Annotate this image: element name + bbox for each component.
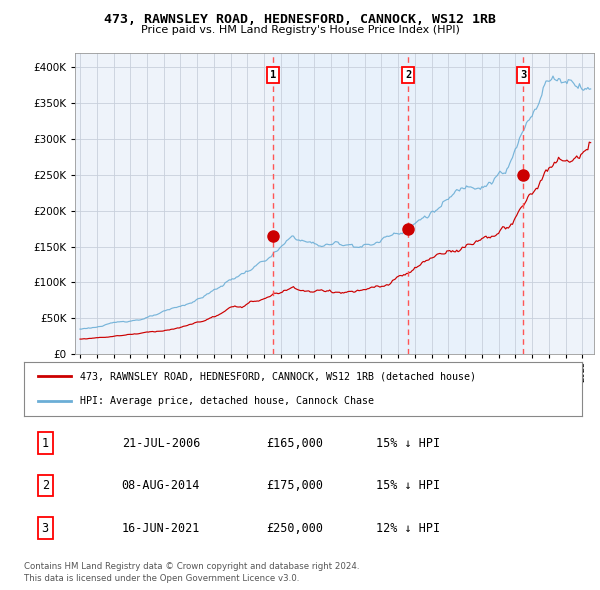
Text: 15% ↓ HPI: 15% ↓ HPI	[376, 437, 440, 450]
Text: 3: 3	[41, 522, 49, 535]
Text: 08-AUG-2014: 08-AUG-2014	[122, 479, 200, 492]
Text: HPI: Average price, detached house, Cannock Chase: HPI: Average price, detached house, Cann…	[80, 396, 374, 407]
Text: £165,000: £165,000	[267, 437, 324, 450]
Text: 2: 2	[41, 479, 49, 492]
Text: 1: 1	[41, 437, 49, 450]
Text: £175,000: £175,000	[267, 479, 324, 492]
Text: 2: 2	[405, 70, 411, 80]
Text: 12% ↓ HPI: 12% ↓ HPI	[376, 522, 440, 535]
Text: 3: 3	[520, 70, 526, 80]
Text: Contains HM Land Registry data © Crown copyright and database right 2024.: Contains HM Land Registry data © Crown c…	[24, 562, 359, 571]
Text: Price paid vs. HM Land Registry's House Price Index (HPI): Price paid vs. HM Land Registry's House …	[140, 25, 460, 35]
Text: 473, RAWNSLEY ROAD, HEDNESFORD, CANNOCK, WS12 1RB: 473, RAWNSLEY ROAD, HEDNESFORD, CANNOCK,…	[104, 13, 496, 26]
Text: 16-JUN-2021: 16-JUN-2021	[122, 522, 200, 535]
Text: £250,000: £250,000	[267, 522, 324, 535]
Bar	[274, 53, 523, 354]
Text: 15% ↓ HPI: 15% ↓ HPI	[376, 479, 440, 492]
Text: 473, RAWNSLEY ROAD, HEDNESFORD, CANNOCK, WS12 1RB (detached house): 473, RAWNSLEY ROAD, HEDNESFORD, CANNOCK,…	[80, 371, 476, 381]
Text: 21-JUL-2006: 21-JUL-2006	[122, 437, 200, 450]
Text: This data is licensed under the Open Government Licence v3.0.: This data is licensed under the Open Gov…	[24, 574, 299, 583]
Text: 1: 1	[270, 70, 277, 80]
